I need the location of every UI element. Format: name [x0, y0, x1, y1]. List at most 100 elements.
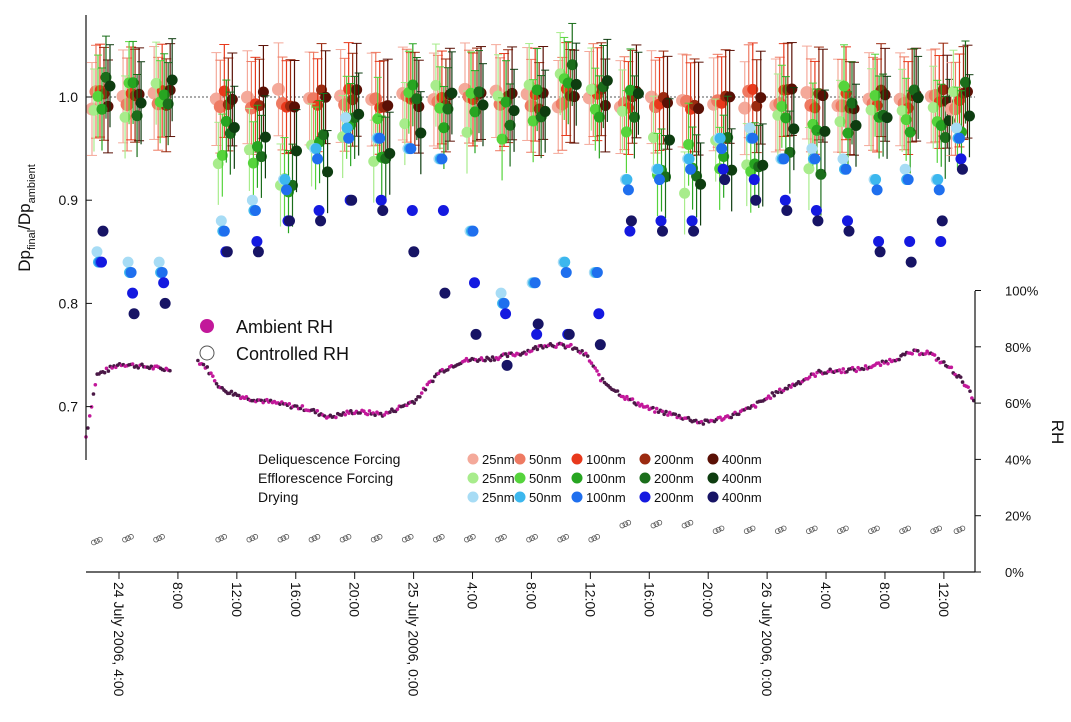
- drying-point-200nm: [500, 308, 512, 320]
- ambient-rh-point: [600, 377, 605, 381]
- efflorescence-point-400nm: [788, 123, 800, 135]
- efflorescence-point-400nm: [726, 164, 738, 176]
- drying-point-100nm: [312, 153, 324, 165]
- deliquescence-point-50nm: [555, 97, 569, 111]
- efflorescence-point-100nm: [780, 112, 792, 124]
- drying-point-100nm: [529, 277, 541, 289]
- x-tick-label: 4:00: [818, 582, 834, 609]
- drying-point-200nm: [127, 287, 139, 299]
- drying-point-100nm: [405, 143, 417, 155]
- ambient-rh-point: [196, 358, 200, 363]
- controlled-rh-point: [277, 536, 284, 543]
- deliquescence-point-200nm: [347, 94, 359, 106]
- drying-point-25nm: [899, 163, 911, 175]
- controlled-rh-point: [218, 535, 225, 542]
- drying-point-100nm: [716, 143, 728, 155]
- efflorescence-point-100nm: [593, 111, 605, 123]
- ambient-rh-point: [535, 347, 540, 352]
- controlled-rh-point: [249, 535, 256, 542]
- ambient-rh-point: [789, 385, 793, 389]
- deliquescence-point-400nm: [755, 92, 767, 104]
- drying-point-200nm: [313, 205, 325, 217]
- ambient-rh-point: [584, 351, 588, 356]
- drying-point-200nm: [593, 308, 605, 320]
- controlled-rh-point: [498, 535, 504, 542]
- deliquescence-point-100nm: [809, 102, 821, 114]
- efflorescence-point-25nm: [119, 111, 131, 123]
- ambient-rh-point: [168, 368, 172, 373]
- deliquescence-point-400nm: [786, 83, 798, 95]
- ambient-rh-point: [861, 367, 866, 372]
- ambient-rh-point: [580, 349, 584, 353]
- drying-point-100nm: [218, 225, 230, 237]
- controlled-rh-point: [774, 528, 781, 534]
- controlled-rh-point: [622, 521, 629, 527]
- legend-size-label: 200nm: [654, 471, 694, 486]
- controlled-rh-point: [959, 525, 966, 532]
- efflorescence-point-25nm: [430, 79, 442, 91]
- ambient-rh-point: [446, 367, 450, 372]
- right-tick-label: 60%: [1005, 396, 1031, 411]
- controlled-rh-point: [933, 526, 939, 533]
- ambient-rh-point: [561, 343, 566, 347]
- efflorescence-point-200nm: [939, 132, 951, 144]
- legend-group-label: Efflorescence Forcing: [258, 470, 393, 486]
- efflorescence-point-25nm: [865, 104, 877, 116]
- drying-point-100nm: [902, 174, 914, 186]
- ambient-rh-point: [479, 356, 484, 360]
- ambient-rh-point: [625, 394, 629, 399]
- drying-point-50nm: [652, 163, 664, 175]
- x-tick-label: 4:00: [465, 582, 481, 609]
- drying-point-100nm: [560, 266, 572, 278]
- ambient-rh-point: [358, 411, 362, 415]
- efflorescence-point-200nm: [815, 168, 827, 180]
- ambient-rh-point: [970, 396, 974, 400]
- drying-point-400nm: [656, 225, 668, 237]
- ambient-rh-point: [623, 397, 627, 401]
- efflorescence-point-400nm: [166, 74, 178, 86]
- efflorescence-point-100nm: [407, 79, 419, 91]
- drying-point-100nm: [436, 153, 448, 165]
- deliquescence-point-400nm: [879, 89, 891, 101]
- drying-point-100nm: [871, 184, 883, 196]
- drying-point-25nm: [806, 143, 818, 155]
- ambient-rh-point: [334, 415, 338, 420]
- efflorescence-point-400nm: [135, 97, 147, 109]
- efflorescence-point-50nm: [496, 133, 508, 145]
- ambient-rh-point: [718, 415, 722, 420]
- legend-swatch: [707, 453, 719, 465]
- ambient-rh-point: [102, 370, 107, 375]
- ambient-rh-point: [93, 382, 98, 387]
- ambient-rh-point: [932, 353, 937, 357]
- ambient-rh-point: [958, 375, 963, 379]
- drying-point-50nm: [714, 132, 726, 144]
- ambient-rh-point: [772, 393, 776, 398]
- drying-point-400nm: [843, 225, 855, 237]
- controlled-rh-point: [718, 525, 725, 532]
- controlled-rh-point: [433, 536, 439, 543]
- ambient-rh-point: [942, 360, 946, 364]
- efflorescence-point-400nm: [695, 178, 707, 190]
- ambient-rh-point: [91, 392, 96, 396]
- deliquescence-point-200nm: [937, 84, 949, 96]
- ambient-rh-point: [237, 393, 241, 398]
- controlled-rh-point: [97, 536, 103, 543]
- legend-size-label: 50nm: [529, 490, 562, 505]
- deliquescence-point-400nm: [568, 91, 580, 103]
- legend-swatch: [707, 472, 719, 484]
- plot-area: [84, 22, 976, 546]
- efflorescence-point-400nm: [539, 105, 551, 117]
- controlled-rh-point: [812, 525, 818, 532]
- ambient-rh-point: [211, 374, 215, 378]
- efflorescence-point-25nm: [947, 85, 959, 97]
- ambient-rh-point: [916, 349, 920, 353]
- controlled-rh-point: [591, 535, 598, 542]
- rh-legend: Ambient RH Controlled RH: [199, 317, 349, 364]
- efflorescence-point-400nm: [477, 99, 489, 111]
- ambient-rh-point: [574, 346, 579, 351]
- ambient-rh-point: [298, 406, 303, 411]
- controlled-rh-point: [339, 536, 346, 543]
- legend-swatch: [639, 453, 651, 465]
- ambient-rh-point: [736, 412, 741, 417]
- controlled-rh-point: [625, 519, 632, 526]
